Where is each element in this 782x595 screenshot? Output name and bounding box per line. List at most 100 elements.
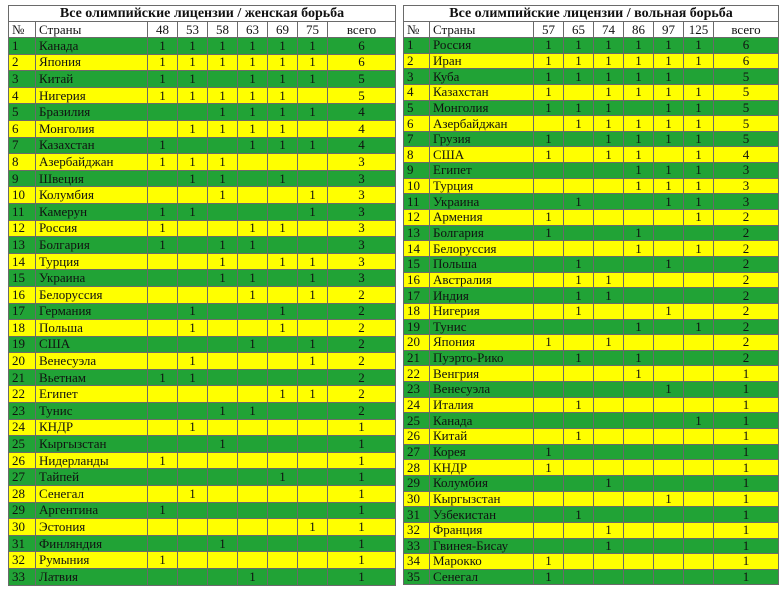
license-cell <box>683 224 714 242</box>
row-number: 5 <box>8 103 36 121</box>
license-cell: 1 <box>237 37 268 55</box>
country: Колумбия <box>35 186 148 204</box>
total: 3 <box>326 236 397 254</box>
license-cell: 1 <box>533 209 564 226</box>
table-row: 21 Пуэрто-Рико 1 1 2 <box>403 349 780 367</box>
license-cell: 1 <box>147 86 178 105</box>
country: Куба <box>429 68 534 85</box>
country: Тунис <box>35 402 148 420</box>
license-cell: 1 <box>237 119 268 138</box>
license-cell: 1 <box>267 252 298 271</box>
license-cell <box>207 501 238 520</box>
license-cell: 1 <box>653 193 684 211</box>
country: Болгария <box>35 236 148 254</box>
country: Нидерланды <box>35 451 148 470</box>
country: Египет <box>429 162 534 179</box>
license-cell <box>593 255 624 273</box>
country: Тунис <box>429 318 534 336</box>
row-number: 21 <box>8 368 36 387</box>
row-number: 10 <box>8 186 36 204</box>
license-cell: 1 <box>593 83 624 101</box>
row-number: 32 <box>8 551 36 569</box>
license-cell: 1 <box>147 551 178 569</box>
column-header: 97 <box>653 21 684 38</box>
license-cell: 1 <box>237 53 268 72</box>
license-cell <box>237 485 268 503</box>
table-title: Все олимпийские лицензии / женская борьб… <box>7 5 397 22</box>
license-cell: 1 <box>653 99 684 117</box>
license-cell: 1 <box>297 136 328 155</box>
license-cell <box>297 435 328 453</box>
license-cell: 1 <box>177 169 208 188</box>
row-number: 25 <box>8 435 36 453</box>
table-row: 33 Гвинея-Бисау 1 1 <box>403 537 780 555</box>
table-row: 17 Индия 1 1 2 <box>403 287 780 304</box>
license-cell <box>593 193 624 211</box>
country: Япония <box>35 53 148 72</box>
table-row: 12 Россия 1 1 1 3 <box>8 219 397 238</box>
license-cell: 1 <box>563 52 594 70</box>
country: Румыния <box>35 551 148 569</box>
country: КНДР <box>35 418 148 437</box>
table-row: 8 США 1 1 1 1 4 <box>403 146 780 164</box>
license-cell <box>297 468 328 487</box>
license-cell: 1 <box>653 115 684 132</box>
row-number: 13 <box>8 236 36 254</box>
license-cell: 1 <box>207 153 238 171</box>
table-row: 26 Нидерланды 1 1 <box>8 451 397 470</box>
total: 1 <box>712 521 780 539</box>
license-cell: 1 <box>593 537 624 555</box>
license-cell <box>147 269 178 287</box>
total: 4 <box>326 119 397 138</box>
license-cell <box>533 240 564 257</box>
total: 3 <box>712 177 780 195</box>
total: 3 <box>712 162 780 179</box>
license-cell: 1 <box>177 485 208 503</box>
license-cell <box>267 202 298 221</box>
license-cell <box>237 468 268 487</box>
table-row: 1 Россия 1 1 1 1 1 1 6 <box>403 37 780 54</box>
column-header: 57 <box>533 21 564 38</box>
country: Канада <box>429 412 534 430</box>
row-number: 13 <box>403 224 430 242</box>
license-cell: 1 <box>147 37 178 55</box>
license-cell <box>533 428 564 445</box>
license-cell <box>563 146 594 164</box>
total: 2 <box>712 334 780 351</box>
license-cell <box>207 368 238 387</box>
country: Сенегал <box>35 485 148 503</box>
license-cell <box>623 428 654 445</box>
license-cell <box>267 501 298 520</box>
country: Азербайджан <box>429 115 534 132</box>
license-cell: 1 <box>297 269 328 287</box>
license-cell <box>147 534 178 553</box>
table-row: 1 Канада 1 1 1 1 1 1 6 <box>8 37 397 55</box>
license-cell <box>623 521 654 539</box>
license-cell: 1 <box>653 162 684 179</box>
license-cell: 1 <box>207 402 238 420</box>
license-cell <box>147 335 178 354</box>
license-cell: 1 <box>653 177 684 195</box>
license-cell <box>683 349 714 367</box>
table-row: 27 Тайпей 1 1 <box>8 468 397 487</box>
row-number: 9 <box>8 169 36 188</box>
country: Вьетнам <box>35 368 148 387</box>
total: 1 <box>326 451 397 470</box>
license-cell: 1 <box>297 202 328 221</box>
license-cell <box>533 193 564 211</box>
license-cell <box>177 568 208 586</box>
license-cell: 1 <box>683 162 714 179</box>
country: Колумбия <box>429 474 534 492</box>
row-number: 23 <box>403 381 430 398</box>
license-cell <box>237 352 268 370</box>
row-number: 29 <box>403 474 430 492</box>
country: Тайпей <box>35 468 148 487</box>
license-cell <box>683 490 714 508</box>
license-cell <box>593 396 624 414</box>
country: Иран <box>429 52 534 70</box>
title-row: Все олимпийские лицензии / женская борьб… <box>7 5 397 22</box>
license-cell: 1 <box>297 252 328 271</box>
license-cell <box>297 485 328 503</box>
license-cell <box>147 252 178 271</box>
total: 1 <box>326 534 397 553</box>
